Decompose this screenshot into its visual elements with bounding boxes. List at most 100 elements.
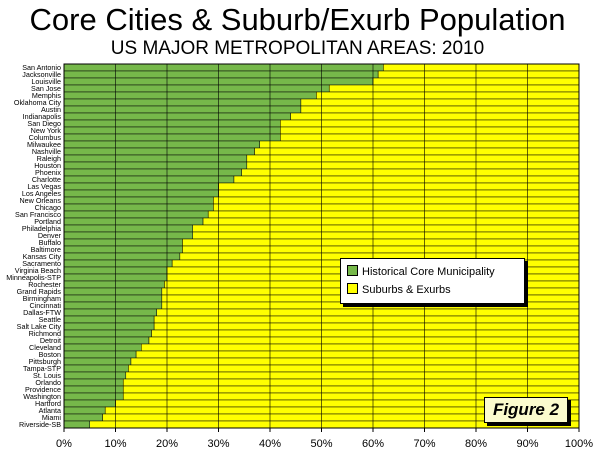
category-label-6: Austin [41, 105, 61, 114]
bar-core-34 [63, 301, 163, 310]
bar-core-18 [63, 189, 219, 198]
bar-core-10 [63, 133, 281, 142]
category-label-25: Buffalo [39, 238, 61, 247]
category-label-12: Nashville [32, 147, 61, 156]
bar-suburbs-0 [383, 63, 580, 72]
category-label-48: Hartford [35, 399, 61, 408]
category-label-20: Chicago [35, 203, 61, 212]
bar-suburbs-36 [153, 315, 580, 324]
category-label-37: Salt Lake City [17, 322, 62, 331]
category-label-24: Denver [38, 231, 62, 240]
bar-core-5 [63, 98, 302, 107]
bar-core-12 [63, 147, 255, 156]
bar-suburbs-9 [280, 126, 580, 135]
category-label-0: San Antonio [22, 63, 61, 72]
x-tick-label-0: 0% [56, 438, 72, 450]
bar-core-7 [63, 112, 291, 121]
x-tick-label-4: 40% [259, 438, 281, 450]
bar-core-45 [63, 378, 124, 387]
bar-suburbs-15 [241, 168, 580, 177]
bar-suburbs-20 [213, 203, 580, 212]
category-label-30: Minneapolis-STP [6, 273, 61, 282]
legend-item-core: Historical Core Municipality [347, 265, 495, 279]
legend-label-core: Historical Core Municipality [362, 266, 495, 278]
category-label-46: Providence [25, 385, 61, 394]
bar-core-33 [63, 294, 163, 303]
bar-suburbs-25 [182, 238, 580, 247]
bar-core-28 [63, 259, 173, 268]
bar-core-25 [63, 238, 183, 247]
bar-suburbs-1 [377, 70, 580, 79]
category-label-50: Miami [42, 413, 62, 422]
category-label-8: San Diego [27, 119, 61, 128]
bar-core-32 [63, 287, 163, 296]
bar-core-48 [63, 399, 116, 408]
legend-swatch-core [347, 265, 358, 276]
legend: Historical Core Municipality Suburbs & E… [340, 258, 525, 304]
bar-suburbs-10 [280, 133, 580, 142]
bar-suburbs-4 [316, 91, 580, 100]
category-label-9: New York [31, 126, 62, 135]
bar-suburbs-26 [182, 245, 580, 254]
category-label-26: Baltimore [31, 245, 61, 254]
bar-core-16 [63, 175, 235, 184]
bar-suburbs-45 [122, 378, 580, 387]
bar-core-20 [63, 203, 214, 212]
category-label-4: Memphis [32, 91, 62, 100]
bar-core-37 [63, 322, 155, 331]
bar-core-31 [63, 280, 165, 289]
bar-suburbs-42 [130, 357, 580, 366]
bar-suburbs-7 [290, 112, 580, 121]
bar-core-6 [63, 105, 302, 114]
category-label-11: Milwaukee [27, 140, 61, 149]
bar-core-11 [63, 140, 260, 149]
bar-suburbs-8 [280, 119, 580, 128]
bar-core-51 [63, 420, 90, 429]
bar-core-21 [63, 210, 209, 219]
category-label-15: Phoenix [35, 168, 61, 177]
bar-core-27 [63, 252, 181, 261]
category-label-27: Kansas City [23, 252, 62, 261]
bar-suburbs-22 [202, 217, 580, 226]
bar-core-42 [63, 357, 132, 366]
bar-core-39 [63, 336, 150, 345]
bar-core-23 [63, 224, 193, 233]
bar-core-13 [63, 154, 248, 163]
category-label-51: Riverside-SB [19, 420, 61, 429]
category-label-7: Indianapolis [23, 112, 62, 121]
bar-core-0 [63, 63, 384, 72]
category-label-42: Pittsburgh [29, 357, 61, 366]
bar-core-36 [63, 315, 155, 324]
bar-suburbs-11 [259, 140, 580, 149]
bar-core-19 [63, 196, 214, 205]
category-label-49: Atlanta [39, 406, 61, 415]
bar-suburbs-3 [328, 84, 580, 93]
category-label-2: Louisville [31, 77, 61, 86]
category-label-38: Richmond [29, 329, 61, 338]
bar-suburbs-35 [156, 308, 580, 317]
bar-suburbs-12 [254, 147, 580, 156]
bar-suburbs-37 [153, 322, 580, 331]
bar-suburbs-19 [213, 196, 580, 205]
bar-suburbs-41 [135, 350, 580, 359]
bar-suburbs-14 [246, 161, 580, 170]
category-label-39: Detroit [40, 336, 61, 345]
bar-suburbs-17 [218, 182, 580, 191]
category-label-3: San Jose [31, 84, 61, 93]
category-label-18: Los Angeles [22, 189, 62, 198]
category-label-36: Seattle [39, 315, 61, 324]
bar-core-49 [63, 406, 106, 415]
bar-suburbs-5 [300, 98, 580, 107]
bar-core-15 [63, 168, 242, 177]
category-label-44: St. Louis [33, 371, 61, 380]
x-tick-label-2: 20% [156, 438, 178, 450]
bar-suburbs-46 [122, 385, 580, 394]
category-label-19: New Orleans [19, 196, 61, 205]
x-tick-label-1: 10% [104, 438, 126, 450]
figure-label: Figure 2 [484, 397, 568, 423]
bar-core-41 [63, 350, 137, 359]
x-tick-label-8: 80% [465, 438, 487, 450]
category-label-33: Birmingham [23, 294, 61, 303]
